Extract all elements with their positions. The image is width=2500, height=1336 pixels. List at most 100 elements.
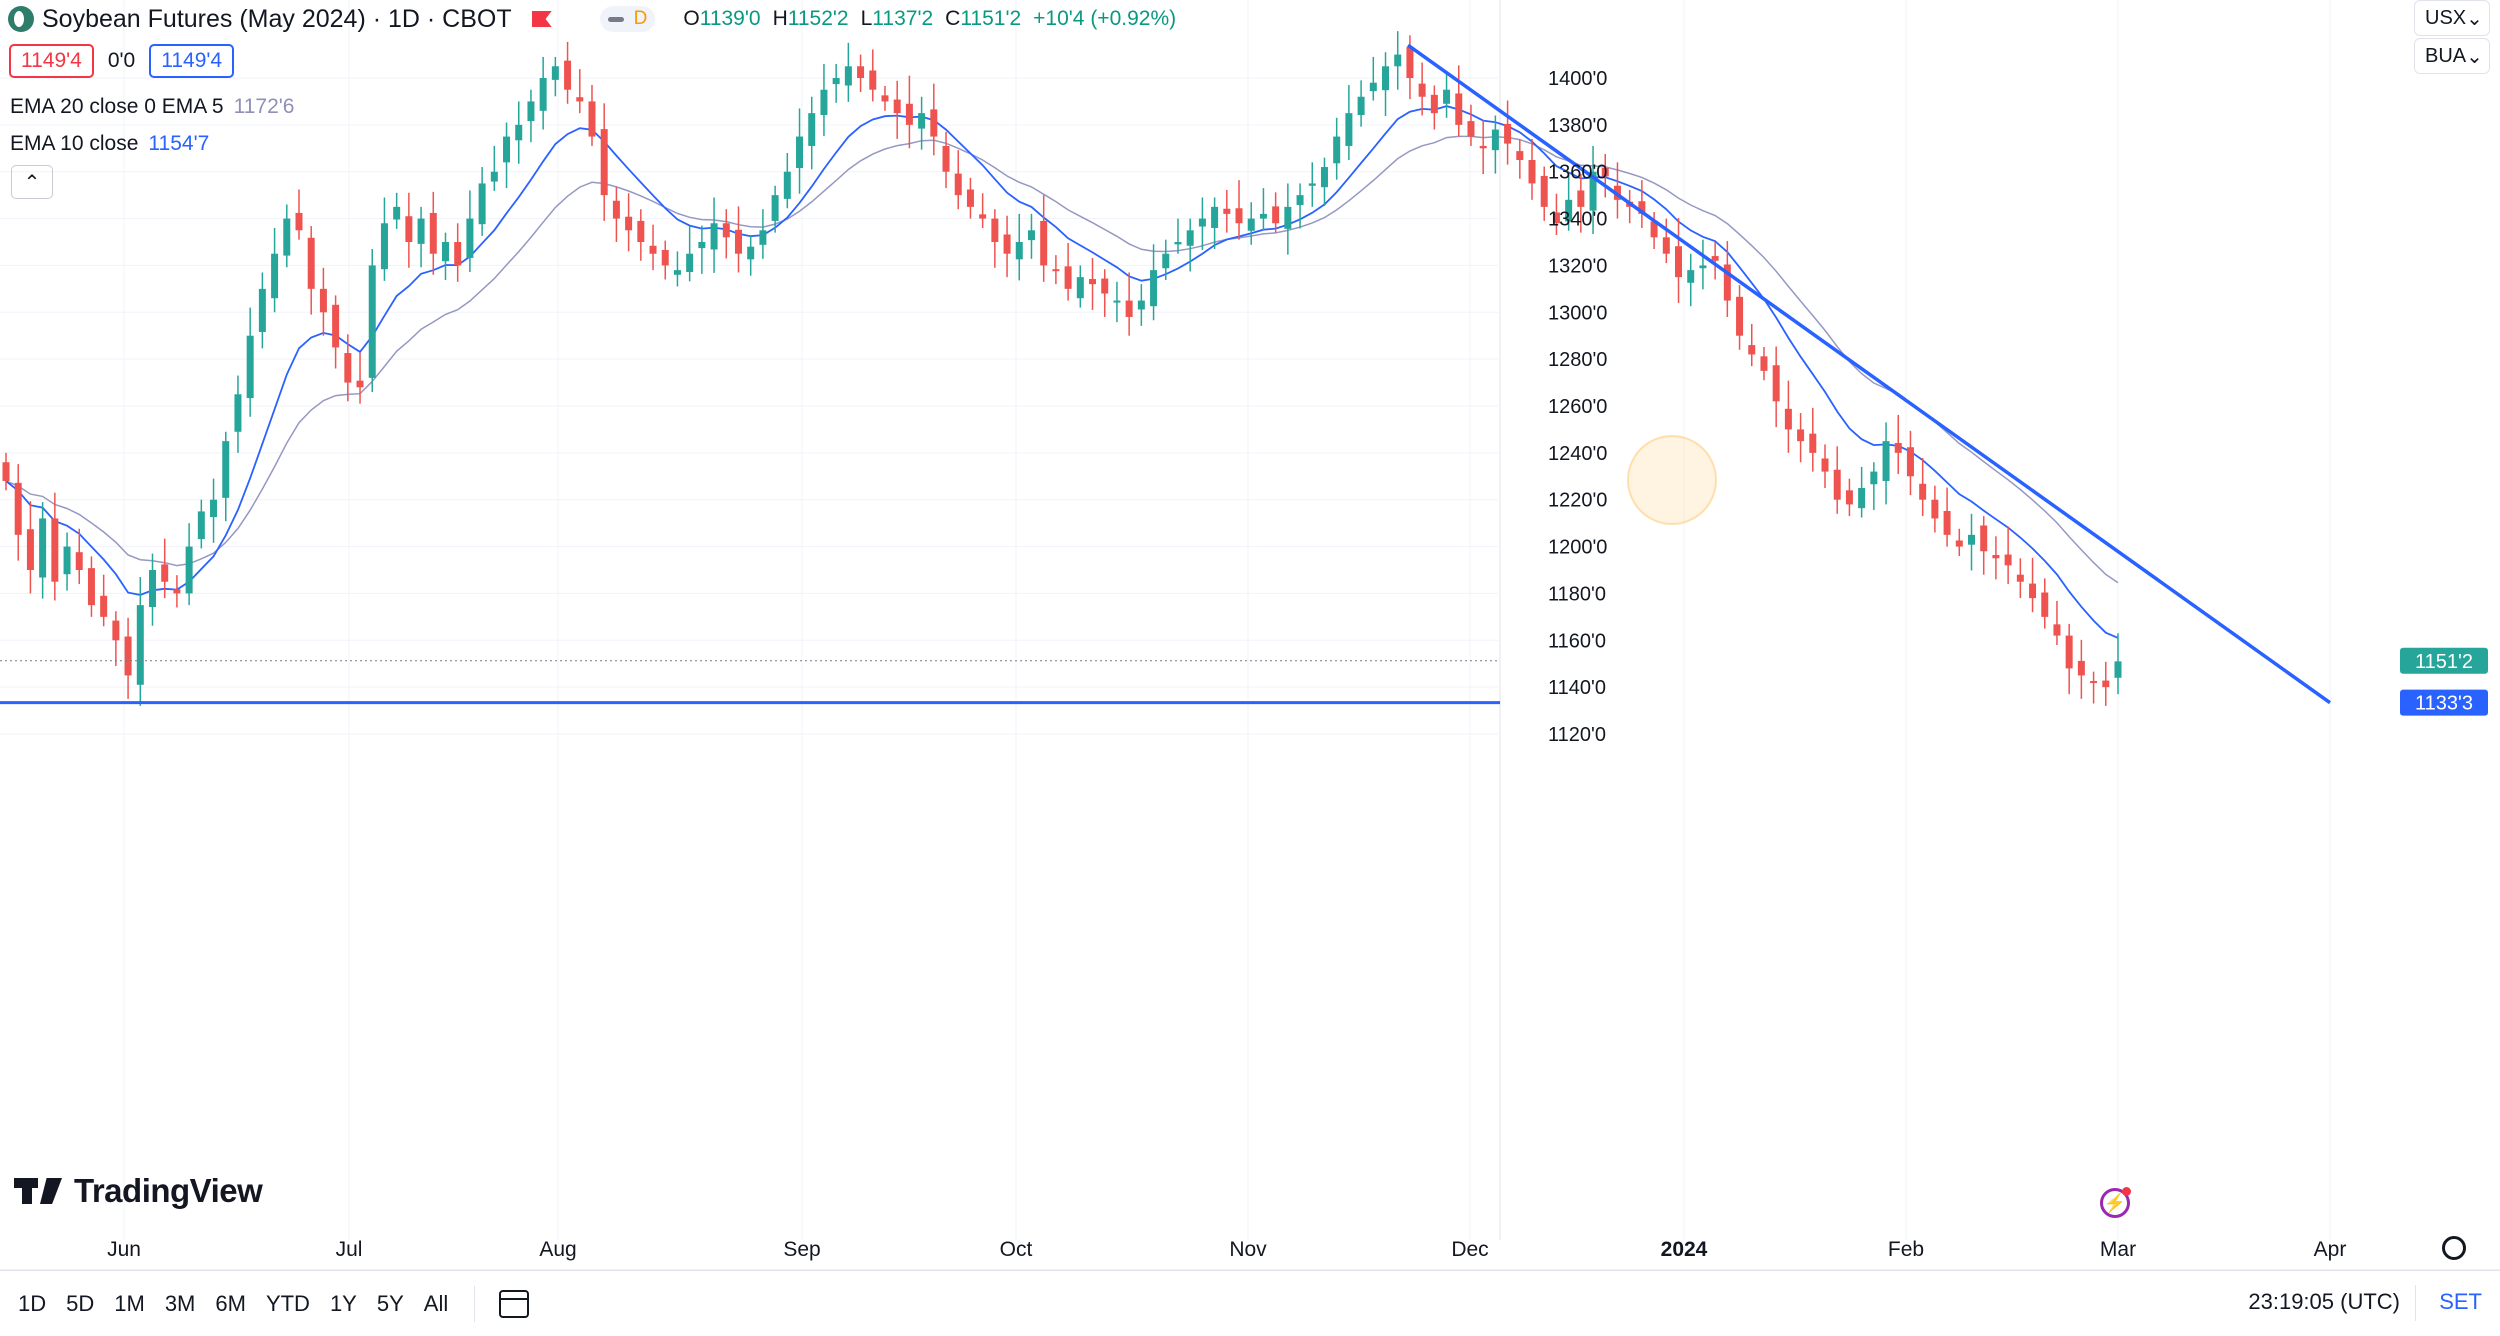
candle [39,502,47,599]
candle [295,189,303,240]
indicator-legend-ema-slow[interactable]: EMA 20 close 0 EMA 5 1172'6 [10,95,294,119]
candle [1809,407,1817,472]
buy-button[interactable]: 1149'4 [149,44,235,78]
ema-fast-line [5,105,2119,639]
candle-body [2053,624,2061,636]
candle [1968,513,1976,571]
candle [1443,70,1451,118]
timeframe-5d[interactable]: 5D [66,1290,95,1316]
gear-icon[interactable] [2442,1236,2466,1260]
candle [1052,255,1060,285]
timeframe-3m[interactable]: 3M [164,1290,196,1316]
candle-body [2114,661,2122,678]
candle [405,192,413,268]
candle [1772,346,1780,428]
candle-body [307,237,315,289]
candle [1662,218,1670,264]
lightning-icon[interactable]: ⚡ [2100,1187,2131,1218]
candle [1198,197,1206,250]
candle-body [1760,356,1768,371]
candle [454,223,462,282]
spread-value: 0'0 [107,49,136,72]
time-tick-label: Nov [1229,1238,1267,1261]
candle [2114,633,2122,695]
symbol-title[interactable]: Soybean Futures (May 2024) · 1D · CBOT [42,4,512,33]
price-tick-label: 1180'0 [1548,583,1606,605]
candle [1418,62,1426,116]
indicator-legend-ema-fast[interactable]: EMA 10 close 1154'7 [10,132,209,156]
timeframe-6m[interactable]: 6M [215,1290,246,1316]
candle [1186,218,1194,272]
candle-body [1711,256,1719,261]
candle-body [1565,199,1573,222]
candle [1760,346,1768,381]
candle-body [661,249,669,266]
candle [930,83,938,156]
price-tick-label: 1260'0 [1548,396,1607,418]
timeframe-1y[interactable]: 1Y [329,1290,357,1316]
candle-body [2004,554,2012,566]
candle [1394,31,1402,90]
candle-body [1418,83,1426,97]
candle-body [2077,660,2085,676]
candle [344,334,352,402]
utc-clock[interactable]: 23:19:05 (UTC) [2248,1289,2400,1314]
candle-body [808,113,816,146]
timeframe-1d[interactable]: 1D [18,1290,47,1316]
currency-selector[interactable]: BUA ⌄ [2414,38,2490,74]
timeframe-5y[interactable]: 5Y [376,1290,404,1316]
sell-button[interactable]: 1149'4 [9,44,94,78]
candle-body [1101,278,1109,294]
notification-dot [2122,1187,2131,1196]
candle-body [747,246,755,260]
candle-body [1064,266,1072,289]
candle-body [576,97,584,102]
time-tick-label: Oct [1000,1238,1033,1261]
calendar-range-icon[interactable] [499,1289,530,1318]
candle [1296,183,1304,229]
candle [1723,241,1731,317]
candle [1125,272,1133,336]
candle-body [1784,408,1792,430]
candle-body [185,546,193,594]
price-tick-label: 1380'0 [1548,115,1607,137]
timeframe-ytd[interactable]: YTD [265,1290,310,1316]
candle-body [1638,201,1646,214]
candle [881,85,889,111]
candle [527,89,535,143]
candle [1015,213,1023,281]
candle-body [63,546,71,575]
timeframe-1m[interactable]: 1M [114,1290,145,1316]
candle [808,96,816,170]
collapse-legend-button[interactable]: ⌃ [11,165,53,199]
unit-selector[interactable]: USX ⌄ [2414,0,2490,36]
candle-body [87,568,95,606]
candle-body [1272,206,1280,224]
candle-body [161,564,169,582]
candle [869,49,877,102]
candle [710,197,718,273]
candle [2065,623,2073,695]
candle-body [1296,195,1304,205]
candle [747,234,755,276]
candle-body [1430,94,1438,114]
indicator-name: EMA 20 close 0 EMA 5 [10,95,224,118]
interval-badge: D [633,8,648,29]
candle-body [246,335,254,399]
price-tick-label: 1340'0 [1548,209,1607,231]
candle-body [1284,206,1292,229]
candle [1320,157,1328,206]
candle [2077,639,2085,699]
candle-body [649,245,657,254]
candle [1040,195,1048,282]
candle [625,193,633,252]
candle-body [405,216,413,242]
candle [1089,257,1097,310]
market-status-pill[interactable]: D [599,6,656,32]
tradingview-logo[interactable]: TradingView [14,1172,263,1210]
settings-button[interactable]: SET [2439,1289,2482,1314]
flag-icon[interactable] [531,11,552,27]
candle [1577,174,1585,233]
timeframe-all[interactable]: All [423,1290,449,1316]
